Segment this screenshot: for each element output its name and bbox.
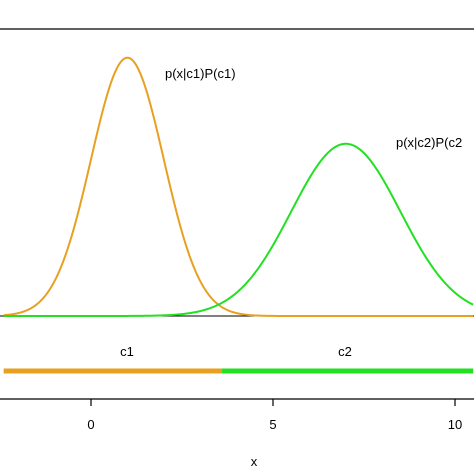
region-label-c1: c1	[120, 344, 134, 359]
series-label-1: p(x|c1)P(c1)	[165, 66, 236, 81]
series-curve-2	[3, 142, 474, 317]
series-label-2: p(x|c2)P(c2	[396, 135, 462, 150]
x-axis-title: x	[251, 454, 258, 469]
x-tick-label-0: 0	[87, 417, 94, 432]
decision-regions-layer: c1 c2	[3, 344, 474, 374]
curves-layer	[3, 56, 474, 317]
series-curve-1	[3, 56, 474, 317]
x-tick-label-5: 5	[269, 417, 276, 432]
region-label-c2: c2	[338, 344, 352, 359]
x-tick-label-10: 10	[448, 417, 462, 432]
x-axis: 0 5 10 x	[0, 398, 474, 469]
curve-labels-layer: p(x|c1)P(c1) p(x|c2)P(c2	[165, 66, 462, 150]
plot-frame	[0, 28, 474, 317]
